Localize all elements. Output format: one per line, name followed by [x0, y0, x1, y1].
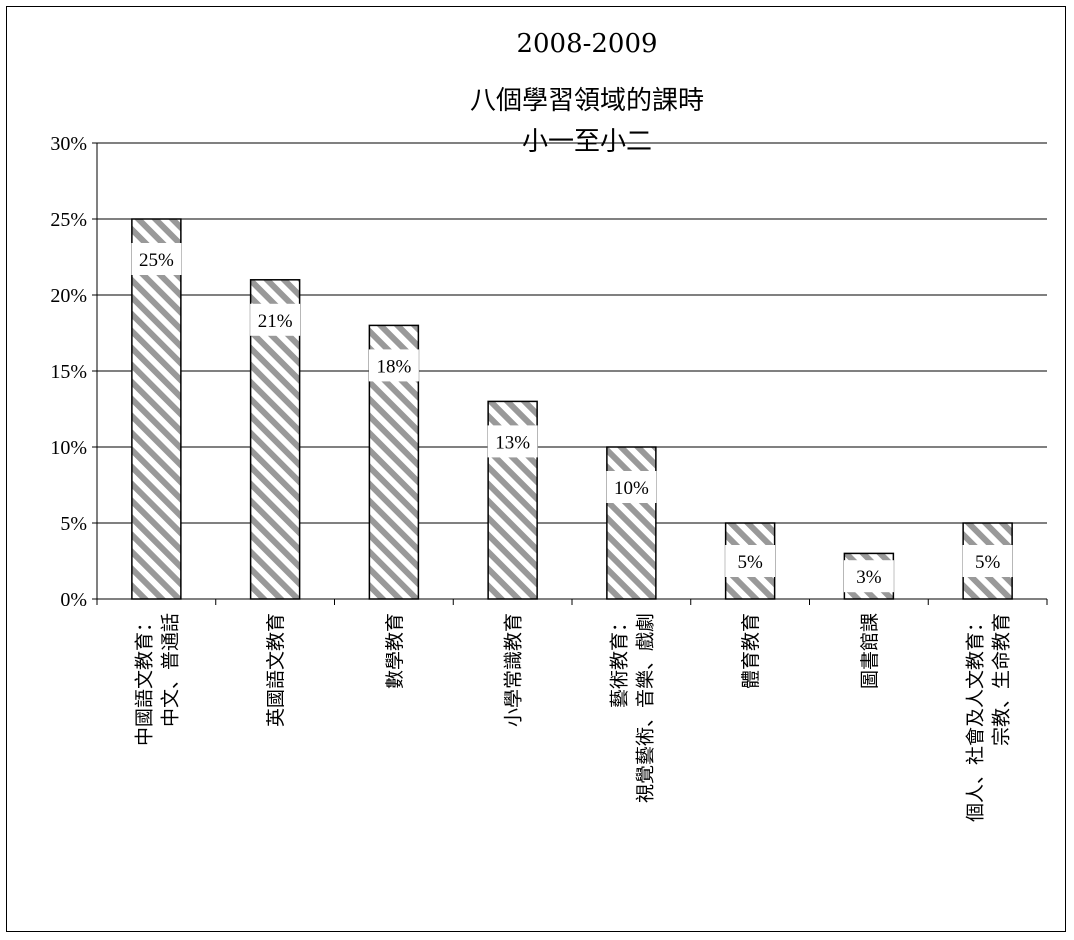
y-tick-label: 25%	[50, 209, 87, 231]
data-label-bg	[962, 545, 1013, 577]
category-label: 體育教育	[740, 613, 762, 689]
data-label-bg	[368, 349, 419, 382]
chart-title-line: 小一至小二	[522, 127, 652, 157]
data-label: 18%	[376, 356, 411, 377]
bar	[606, 446, 657, 600]
data-label: 25%	[139, 250, 174, 271]
chart-title-line: 八個學習領域的課時	[470, 86, 704, 116]
data-label-bg	[843, 560, 894, 593]
axes: 0% 5% 10% 15% 20% 25% 30%	[50, 133, 1048, 611]
y-tick-label: 20%	[50, 285, 87, 307]
data-labels: 25% 21% 18% 13% 10% 5% 3% 5%	[131, 243, 1013, 593]
chart-title-line: 2008-2009	[516, 29, 657, 59]
category-label-line: 個人、社會及人文教育：	[965, 613, 987, 822]
data-label: 13%	[495, 432, 530, 453]
data-label-bg	[725, 545, 776, 577]
category-label: 中國語文教育： 中文、普通話	[133, 613, 181, 746]
category-label: 藝術教育： 視覺藝術、音樂、戲劇	[608, 613, 656, 803]
y-tick-label: 30%	[50, 133, 87, 155]
y-tick-label: 10%	[50, 437, 87, 459]
y-tick-label: 0%	[60, 589, 87, 611]
category-label: 個人、社會及人文教育： 宗教、生命教育	[965, 613, 1013, 822]
bars	[131, 218, 1013, 600]
data-label: 10%	[614, 478, 649, 499]
data-label-bg	[131, 243, 182, 275]
data-label: 5%	[975, 552, 1001, 573]
category-label-line: 數學教育	[384, 613, 406, 689]
category-label-line: 中國語文教育：	[133, 613, 155, 746]
data-label: 21%	[258, 311, 293, 332]
data-label-bg	[606, 471, 657, 503]
data-label-bg	[487, 425, 538, 458]
data-label: 5%	[737, 552, 763, 573]
category-label: 小學常識教育	[503, 613, 525, 727]
category-labels: 中國語文教育： 中文、普通話 英國語文教育 數學教育 小學常識教育 藝術教育： 視覺藝術、音…	[133, 613, 1012, 822]
category-label: 英國語文教育	[265, 613, 287, 727]
data-label-bg	[250, 303, 301, 336]
category-label: 數學教育	[384, 613, 406, 689]
category-label-line: 宗教、生命教育	[991, 613, 1013, 746]
bar	[131, 218, 182, 600]
gridlines	[97, 142, 1047, 524]
y-tick-label: 5%	[60, 513, 87, 535]
category-label-line: 藝術教育：	[608, 613, 630, 708]
category-label-line: 小學常識教育	[503, 613, 525, 727]
category-label-line: 視覺藝術、音樂、戲劇	[634, 613, 656, 803]
category-label-line: 體育教育	[740, 613, 762, 689]
data-label: 3%	[856, 567, 882, 588]
chart-frame: 2008-2009 八個學習領域的課時 小一至小二 0% 5% 10% 15% 20% 25%…	[6, 6, 1066, 932]
category-label-line: 英國語文教育	[265, 613, 287, 727]
category-label: 圖書館課	[859, 613, 881, 689]
category-label-line: 中文、普通話	[159, 613, 181, 727]
y-tick-label: 15%	[50, 361, 87, 383]
category-label-line: 圖書館課	[859, 613, 881, 689]
